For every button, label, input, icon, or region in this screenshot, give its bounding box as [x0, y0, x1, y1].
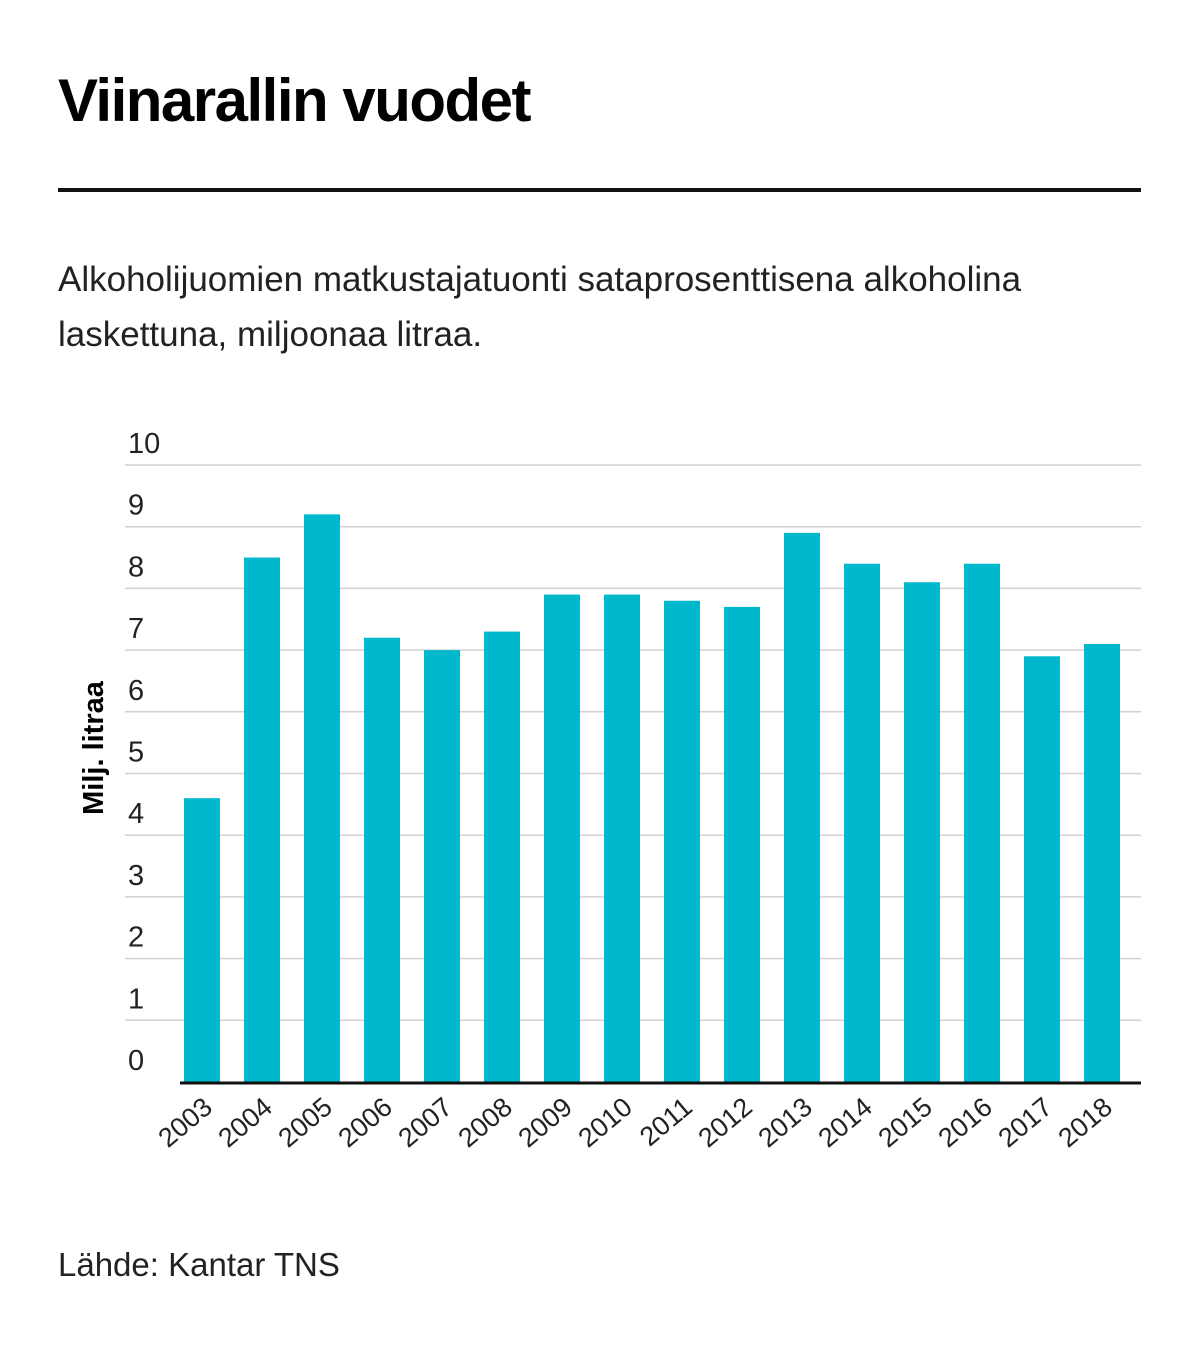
bar-2006: [364, 637, 400, 1082]
x-tick-label: 2015: [873, 1092, 938, 1154]
bar-2009: [544, 594, 580, 1082]
y-tick-label: 5: [128, 737, 144, 769]
x-tick-label: 2008: [453, 1092, 518, 1154]
x-tick-label: 2016: [933, 1092, 998, 1154]
source-note: Lähde: Kantar TNS: [58, 1246, 340, 1283]
y-tick-label: 8: [128, 551, 144, 583]
x-tick-label: 2011: [634, 1092, 698, 1152]
y-tick-label: 9: [128, 490, 144, 522]
chart-subtitle: Alkoholijuomien matkustajatuonti satapro…: [58, 260, 1022, 354]
y-axis-label: Milj. litraa: [78, 680, 110, 815]
bar-2003: [184, 798, 220, 1082]
y-tick-label: 0: [128, 1045, 144, 1077]
x-tick-label: 2007: [393, 1092, 458, 1154]
x-tick-label: 2005: [273, 1092, 338, 1154]
x-axis-ticks: 2003200420052006200720082009201020112012…: [153, 1092, 1118, 1154]
bar-2010: [604, 594, 640, 1082]
bar-2017: [1024, 656, 1060, 1082]
y-axis-ticks: 0 1 2 3 4 5 6 7 8 9 10: [128, 428, 160, 1077]
x-tick-label: 2013: [753, 1092, 818, 1154]
x-tick-label: 2004: [213, 1092, 278, 1154]
y-tick-label: 3: [128, 860, 144, 892]
bar-2015: [904, 582, 940, 1082]
x-tick-label: 2018: [1053, 1092, 1118, 1154]
y-tick-label: 1: [128, 983, 144, 1015]
bar-2011: [664, 600, 700, 1082]
y-tick-label: 10: [128, 428, 160, 460]
title-divider: [58, 188, 1141, 192]
x-tick-label: 2009: [513, 1092, 578, 1154]
bar-2012: [724, 606, 760, 1082]
x-tick-label: 2006: [333, 1092, 398, 1154]
bar-2014: [844, 563, 880, 1082]
bars: [184, 514, 1120, 1082]
x-tick-label: 2003: [153, 1092, 218, 1154]
y-tick-label: 4: [128, 798, 144, 830]
y-tick-label: 2: [128, 922, 144, 954]
bar-chart: 0 1 2 3 4 5 6 7 8 9 10 200320042005200620072008200…: [78, 428, 1141, 1154]
x-tick-label: 2010: [573, 1092, 638, 1154]
bar-2016: [964, 563, 1000, 1082]
bar-2007: [424, 650, 460, 1082]
chart-title: Viinarallin vuodet: [58, 67, 532, 134]
bar-2008: [484, 631, 520, 1082]
x-tick-label: 2014: [813, 1092, 878, 1154]
bar-2004: [244, 557, 280, 1082]
x-tick-label: 2012: [693, 1092, 758, 1154]
bar-2013: [784, 532, 820, 1082]
bar-2018: [1084, 643, 1120, 1082]
bar-2005: [304, 514, 340, 1082]
x-tick-label: 2017: [993, 1092, 1058, 1154]
y-tick-label: 6: [128, 675, 144, 707]
y-tick-label: 7: [128, 613, 144, 645]
